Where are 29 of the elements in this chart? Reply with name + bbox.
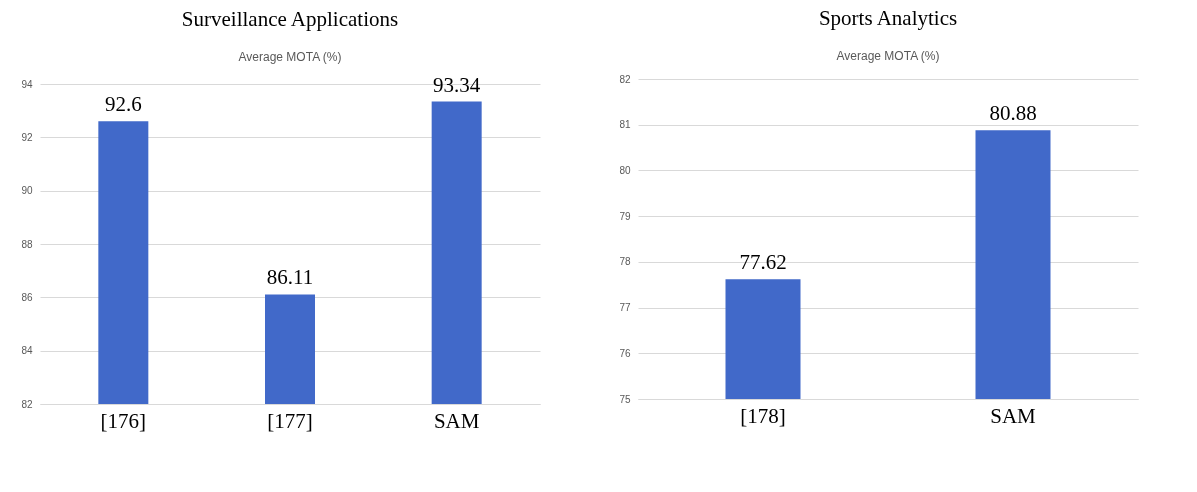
data-label: 80.88 bbox=[989, 101, 1037, 126]
y-tick-label: 84 bbox=[21, 345, 33, 357]
x-tick-label: [176] bbox=[100, 408, 147, 433]
y-tick-label: 86 bbox=[21, 291, 33, 303]
x-tick-label: [178] bbox=[740, 403, 786, 428]
x-tick-label: SAM bbox=[990, 403, 1037, 428]
y-tick-label: 78 bbox=[619, 256, 631, 268]
data-label: 77.62 bbox=[739, 250, 787, 275]
y-tick-label: 82 bbox=[21, 398, 33, 410]
y-tick-label: 77 bbox=[619, 302, 631, 314]
data-label: 92.6 bbox=[104, 92, 142, 117]
y-tick-label: 94 bbox=[21, 78, 33, 90]
y-tick-label: 80 bbox=[619, 164, 631, 176]
y-tick-label: 88 bbox=[21, 238, 33, 250]
y-tick-label: 90 bbox=[21, 185, 33, 197]
x-tick-label: [177] bbox=[267, 408, 313, 433]
y-tick-label: 81 bbox=[619, 119, 631, 131]
y-tick-label: 92 bbox=[21, 131, 33, 143]
data-label: 93.34 bbox=[433, 72, 481, 97]
chart-title: Sports Analytics bbox=[818, 6, 958, 30]
y-tick-label: 82 bbox=[619, 73, 631, 85]
chart-subtitle: Average MOTA (%) bbox=[238, 49, 342, 64]
data-label: 86.11 bbox=[266, 265, 314, 290]
chart-subtitle: Average MOTA (%) bbox=[836, 49, 940, 63]
chart-title: Surveillance Applications bbox=[181, 6, 399, 31]
y-tick-label: 76 bbox=[619, 347, 631, 359]
y-tick-label: 75 bbox=[619, 393, 631, 405]
y-tick-label: 79 bbox=[619, 210, 631, 222]
x-tick-label: SAM bbox=[433, 408, 480, 433]
